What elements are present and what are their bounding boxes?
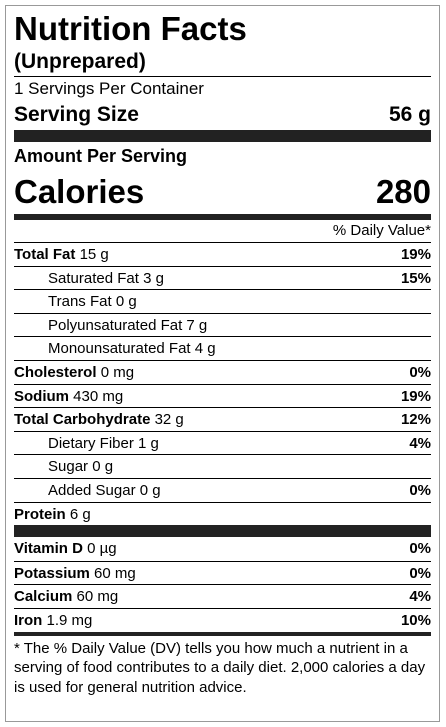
nutrient-name: Polyunsaturated Fat [48,316,183,334]
nutrient: Sugar 0 g [48,455,113,478]
nutrient-amount: 0 mg [100,363,135,381]
nutrient-amount: 0 g [139,481,161,499]
nutrient-name: Sodium [14,387,69,405]
serving-size-value: 56 g [388,103,431,126]
nutrient-row: Calcium 60 mg 4% [14,584,431,608]
nutrient-name: Saturated Fat [48,269,139,287]
nutrient: Total Fat 15 g [14,243,109,266]
nutrient: Total Carbohydrate 32 g [14,408,184,431]
nutrient-dv: 0% [409,564,431,582]
nutrient-name: Cholesterol [14,363,97,381]
nutrient-amount: 0 g [115,293,137,311]
nutrient-row: Added Sugar 0 g 0% [14,477,431,502]
nutrient: Dietary Fiber 1 g [48,432,159,455]
nutrient-dv: 12% [400,411,431,429]
calories: Calories 280 [14,170,431,214]
nutrient-name: Trans Fat [48,293,112,311]
nutrient: Cholesterol 0 mg [14,361,134,384]
nutrient: Vitamin D 0 µg [14,537,117,561]
nutrient-name: Monounsaturated Fat [48,340,191,358]
nutrient-amount: 430 mg [73,387,124,405]
divider [14,525,431,538]
nutrient-amount: 32 g [154,411,184,429]
nutrient-row: Sugar 0 g [14,454,431,478]
nutrient-name: Protein [14,505,66,523]
nutrient-amount: 6 g [69,505,91,523]
nutrient: Added Sugar 0 g [48,479,161,502]
nutrient-row: Monounsaturated Fat 4 g [14,336,431,360]
nutrition-label: Nutrition Facts (Unprepared) 1 Servings … [5,5,440,722]
nutrient: Calcium 60 mg [14,585,118,608]
nutrient-dv: 4% [409,588,431,606]
nutrient: Saturated Fat 3 g [48,267,164,290]
nutrient-dv: 15% [400,269,431,287]
nutrient: Iron 1.9 mg [14,609,92,632]
nutrient-amount: 3 g [143,269,164,287]
subtitle: (Unprepared) [14,48,431,77]
nutrient: Monounsaturated Fat 4 g [48,337,216,360]
nutrient-amount: 1.9 mg [46,611,93,629]
nutrient: Potassium 60 mg [14,562,136,585]
nutrient-name: Vitamin D [14,540,83,558]
nutrient-amount: 0 µg [87,540,117,558]
nutrient-dv: 0% [409,481,431,499]
nutrient: Polyunsaturated Fat 7 g [48,314,207,337]
nutrient-name: Calcium [14,588,73,606]
serving-size: Serving Size 56 g [14,100,431,130]
divider [14,631,431,636]
nutrient-row: Iron 1.9 mg 10% [14,607,431,632]
title: Nutrition Facts [14,10,247,47]
nutrient-dv: 4% [409,434,431,452]
nutrient-amount: 60 mg [76,588,119,606]
nutrient-row: Trans Fat 0 g [14,289,431,313]
amount-per-serving: Amount Per Serving [14,146,188,166]
nutrient-row: Protein 6 g [14,501,431,526]
nutrient-name: Added Sugar [48,481,136,499]
nutrient-amount: 15 g [79,246,109,263]
nutrient-row: Sodium 430 mg 19% [14,383,431,408]
nutrient-row: Potassium 60 mg 0% [14,560,431,585]
footnote: * The % Daily Value (DV) tells you how m… [14,639,426,696]
nutrient-dv: 0% [409,363,431,381]
serving-size-label: Serving Size [14,103,139,126]
nutrient-amount: 60 mg [94,564,136,582]
nutrient-amount: 7 g [186,316,208,334]
nutrient: Sodium 430 mg [14,385,123,408]
divider [14,130,431,142]
nutrient-row: Dietary Fiber 1 g 4% [14,430,431,455]
nutrient-name: Total Fat [14,246,76,263]
nutrient-row: Vitamin D 0 µg 0% [14,537,431,561]
nutrient-name: Total Carbohydrate [14,411,151,429]
nutrient-list: Total Fat 15 g 19% Saturated Fat 3 g 15% Tra… [14,242,431,525]
nutrient-amount: 1 g [138,434,159,452]
nutrient-dv: 0% [409,540,431,558]
nutrient: Trans Fat 0 g [48,290,137,313]
nutrient: Protein 6 g [14,503,91,526]
calories-value: 280 [375,173,431,210]
nutrient-dv: 19% [400,246,431,263]
nutrient-name: Iron [14,611,43,629]
nutrient-row: Total Carbohydrate 32 g 12% [14,407,431,431]
nutrient-dv: 19% [400,387,431,405]
nutrient-name: Dietary Fiber [48,434,134,452]
nutrient-name: Sugar [48,458,89,476]
nutrient-row: Polyunsaturated Fat 7 g [14,312,431,337]
nutrient-row: Saturated Fat 3 g 15% [14,265,431,290]
nutrient-row: Cholesterol 0 mg 0% [14,359,431,384]
nutrient-dv: 10% [400,611,431,629]
calories-label: Calories [14,173,145,210]
nutrient-row: Total Fat 15 g 19% [14,242,431,266]
dv-header: % Daily Value* [332,222,431,239]
divider [14,214,431,220]
nutrient-amount: 0 g [92,458,114,476]
nutrient-name: Potassium [14,564,90,582]
servings: 1 Servings Per Container [14,79,204,98]
nutrient-amount: 4 g [194,340,216,358]
vitamin-list: Vitamin D 0 µg 0% Potassium 60 mg 0% Calcium… [14,537,431,631]
